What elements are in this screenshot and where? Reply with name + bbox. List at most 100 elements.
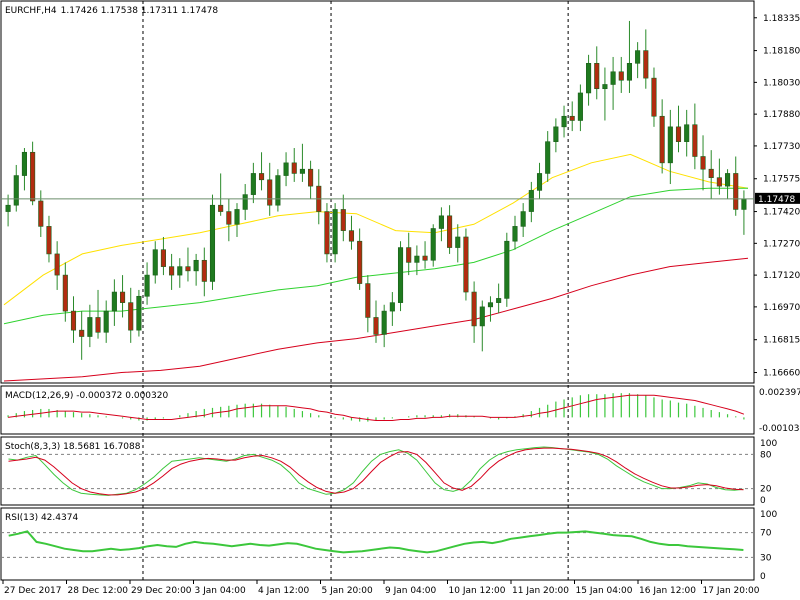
candle-body [267,179,273,206]
y-tick-label: 1.17270 [763,239,800,249]
x-axis-ticks: 27 Dec 2017 28 Dec 12:00 29 Dec 20:00 3 Jan… [2,580,760,596]
symbol-label: EURCHF,H4 [5,6,57,16]
candle-body [667,126,673,164]
y-tick-label: 1.16970 [763,303,800,313]
stoch-line [8,446,744,496]
rsi-tick-label: 100 [760,510,777,520]
x-tick-label: 27 Dec 2017 [4,586,62,596]
candle-body [30,151,36,202]
candle-body [169,266,175,276]
candle-body [643,50,649,79]
candlestick [299,143,305,182]
x-tick-label: 5 Jan 20:00 [322,586,374,596]
rsi-line [8,530,744,554]
candle-body [46,226,52,255]
y-tick-label: 1.16660 [763,369,800,379]
y-tick-label: 1.17730 [763,142,800,152]
candle-body [193,259,199,272]
candlestick [553,118,559,153]
candlestick [111,279,117,326]
candle-body [438,215,444,229]
candlestick [185,247,191,282]
macd-panel-frame [0,385,755,435]
candlestick [54,241,60,290]
candle-body [577,92,583,121]
candle-body [700,156,706,170]
candlestick [95,289,101,339]
candlestick [332,203,338,263]
candlestick [30,141,36,206]
candlestick [365,275,371,333]
candle-body [635,50,641,64]
candle-body [528,190,534,212]
candlestick [479,300,485,352]
rsi-panel-frame [0,507,755,581]
candle-body [209,204,216,282]
candle-body [177,266,183,276]
candle-body [120,291,126,303]
candle-body [602,84,608,90]
y-tick-label: 1.16815 [763,336,800,346]
candle-body [291,162,297,174]
candlestick [103,300,109,343]
candle-body [160,249,166,267]
time-separator-lines [142,1,569,580]
x-tick-label: 4 Jan 12:00 [258,586,310,596]
y-tick-label: 1.17880 [763,110,800,120]
candle-body [716,177,722,187]
x-tick-label: 28 Dec 12:00 [68,586,129,596]
candle-body [136,295,142,331]
candlestick [160,236,166,276]
candlestick [62,262,68,322]
candle-body [128,302,134,331]
candlestick [414,245,420,276]
x-tick-label: 15 Jan 04:00 [576,586,633,596]
candle-body [553,126,559,142]
candlestick [340,194,346,242]
candlestick [234,203,240,237]
candlestick [422,241,428,269]
candle-body [733,173,739,210]
candle-body [21,151,27,176]
candlestick [635,42,641,79]
candlestick [242,184,248,221]
stoch-tick-label: 80 [760,450,772,460]
candlestick [512,215,518,250]
ohlc-values: 1.17426 1.17538 1.17311 1.17478 [61,6,219,16]
candlestick [46,215,52,263]
candle-body [365,283,371,318]
candle-body [618,71,624,81]
rsi-tick-label: 30 [760,553,772,563]
candle-body [70,310,77,331]
macd-signal-line [8,394,745,421]
candlestick [487,296,494,322]
candle-body [389,302,395,312]
candlestick [193,253,199,286]
candlestick [692,103,698,170]
candle-body [299,168,305,174]
candlestick [70,296,77,343]
candlestick [471,281,477,343]
macd-series [7,393,745,422]
macd-tick-label: 0.002397 [759,388,800,398]
y-tick-label: 1.18180 [763,47,800,57]
candle-body [258,173,265,181]
candlestick [610,56,616,110]
candle-body [741,198,747,210]
candle-body [496,298,502,303]
candle-body [332,209,338,255]
y-tick-label: 1.18030 [763,78,800,88]
candlestick [675,105,682,153]
candlestick [209,194,216,290]
y-tick-label: 1.18335 [763,14,800,24]
candle-body [545,141,551,174]
candlestick [381,304,387,348]
candlestick [618,56,624,93]
candle-body [406,247,412,263]
candlestick [152,241,158,284]
candlestick [218,173,224,216]
candle-body [471,291,477,327]
candlestick [258,152,265,191]
candlestick [438,207,444,242]
moving-average-line [3,153,749,306]
